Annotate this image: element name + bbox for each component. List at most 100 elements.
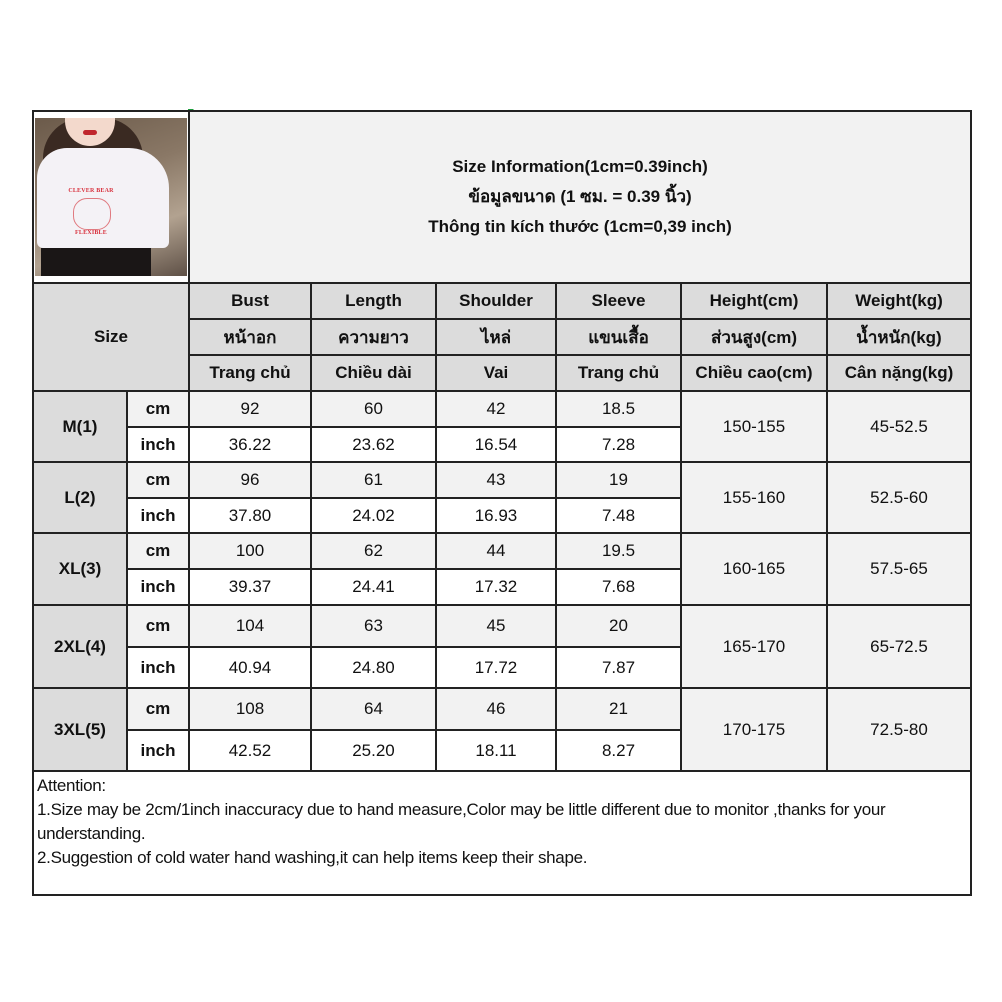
measurement-inch: 24.02 <box>310 497 437 534</box>
measurement-cm: 62 <box>310 532 437 570</box>
measurement-inch: 16.54 <box>435 426 557 463</box>
col-shoulder-en: Shoulder <box>435 282 557 320</box>
measurement-cm: 43 <box>435 461 557 499</box>
measurement-inch: 37.80 <box>188 497 312 534</box>
col-weight-th: น้ำหนัก(kg) <box>826 318 972 356</box>
col-weight-en: Weight(kg) <box>826 282 972 320</box>
measurement-cm: 20 <box>555 604 682 648</box>
col-shoulder-vi: Vai <box>435 354 557 392</box>
size-row-inch: inch 36.22 23.62 16.54 7.28 <box>33 426 971 463</box>
measurement-inch: 8.27 <box>555 729 682 772</box>
col-bust-th: หน้าอก <box>188 318 312 356</box>
measurement-inch: 7.68 <box>555 568 682 606</box>
size-chart-table: CLEVER BEAR FLEXIBLE Size Information(1c… <box>32 110 972 896</box>
notes-heading: Attention: <box>37 776 106 795</box>
size-row-cm: XL(3) cm 100 62 44 19.5 160-165 57.5-65 <box>32 532 972 606</box>
size-label: 2XL(4) <box>32 604 128 689</box>
measurement-inch: 25.20 <box>310 729 437 772</box>
measurement-inch: 24.41 <box>310 568 437 606</box>
size-label: XL(3) <box>32 532 128 606</box>
measurement-cm: 96 <box>188 461 312 499</box>
unit-cm: cm <box>126 687 190 731</box>
measurement-inch: 17.72 <box>435 646 557 689</box>
size-row-cm: L(2) cm 96 61 43 19 155-160 52.5-60 <box>32 461 972 534</box>
size-row-inch: inch 39.37 24.41 17.32 7.68 <box>33 568 971 606</box>
note-item: 2.Suggestion of cold water hand washing,… <box>37 848 588 867</box>
measurement-cm: 60 <box>310 390 437 428</box>
height-range: 170-175 <box>680 687 828 772</box>
height-range: 165-170 <box>680 604 828 689</box>
measurement-cm: 21 <box>555 687 682 731</box>
col-bust-vi: Trang chủ <box>188 354 312 392</box>
col-sleeve-vi: Trang chủ <box>555 354 682 392</box>
measurement-inch: 40.94 <box>188 646 312 689</box>
height-range: 155-160 <box>680 461 828 534</box>
measurement-inch: 7.28 <box>555 426 682 463</box>
col-length-th: ความยาว <box>310 318 437 356</box>
shirt-print-graphic <box>73 198 111 230</box>
measurement-cm: 63 <box>310 604 437 648</box>
size-row-cm: 3XL(5) cm 108 64 46 21 170-175 72.5-80 <box>32 687 972 772</box>
size-row-inch: inch 42.52 25.20 18.11 8.27 <box>33 729 971 772</box>
title-vietnamese: Thông tin kích thước (1cm=0,39 inch) <box>428 217 732 236</box>
measurement-cm: 46 <box>435 687 557 731</box>
measurement-cm: 42 <box>435 390 557 428</box>
size-row-inch: inch 40.94 24.80 17.72 7.87 <box>33 646 971 689</box>
size-label: L(2) <box>32 461 128 534</box>
col-weight-vi: Cân nặng(kg) <box>826 354 972 392</box>
weight-range: 72.5-80 <box>826 687 972 772</box>
unit-inch: inch <box>126 729 190 772</box>
product-photo-cell: CLEVER BEAR FLEXIBLE <box>32 110 190 284</box>
measurement-cm: 18.5 <box>555 390 682 428</box>
unit-inch: inch <box>126 426 190 463</box>
unit-inch: inch <box>126 568 190 606</box>
measurement-cm: 100 <box>188 532 312 570</box>
size-row-cm: M(1) cm 92 60 42 18.5 150-155 45-52.5 <box>32 390 972 463</box>
col-bust-en: Bust <box>188 282 312 320</box>
measurement-inch: 18.11 <box>435 729 557 772</box>
measurement-inch: 7.48 <box>555 497 682 534</box>
size-header: Size <box>32 282 190 392</box>
size-label: M(1) <box>32 390 128 463</box>
measurement-inch: 7.87 <box>555 646 682 689</box>
col-sleeve-th: แขนเสื้อ <box>555 318 682 356</box>
measurement-cm: 61 <box>310 461 437 499</box>
measurement-inch: 16.93 <box>435 497 557 534</box>
col-height-vi: Chiều cao(cm) <box>680 354 828 392</box>
weight-range: 65-72.5 <box>826 604 972 689</box>
measurement-inch: 23.62 <box>310 426 437 463</box>
col-shoulder-th: ไหล่ <box>435 318 557 356</box>
weight-range: 57.5-65 <box>826 532 972 606</box>
unit-inch: inch <box>126 497 190 534</box>
height-range: 150-155 <box>680 390 828 463</box>
size-row-inch: inch 37.80 24.02 16.93 7.48 <box>33 497 971 534</box>
note-item: 1.Size may be 2cm/1inch inaccuracy due t… <box>37 800 886 843</box>
size-row-cm: 2XL(4) cm 104 63 45 20 165-170 65-72.5 <box>32 604 972 689</box>
product-photo: CLEVER BEAR FLEXIBLE <box>35 118 187 276</box>
measurement-cm: 104 <box>188 604 312 648</box>
size-label: 3XL(5) <box>32 687 128 772</box>
col-sleeve-en: Sleeve <box>555 282 682 320</box>
col-height-en: Height(cm) <box>680 282 828 320</box>
weight-range: 45-52.5 <box>826 390 972 463</box>
measurement-cm: 44 <box>435 532 557 570</box>
measurement-cm: 108 <box>188 687 312 731</box>
shirt-print-text-bottom: FLEXIBLE <box>75 230 107 236</box>
unit-cm: cm <box>126 461 190 499</box>
unit-cm: cm <box>126 532 190 570</box>
weight-range: 52.5-60 <box>826 461 972 534</box>
measurement-inch: 42.52 <box>188 729 312 772</box>
measurement-cm: 64 <box>310 687 437 731</box>
measurement-cm: 19.5 <box>555 532 682 570</box>
attention-notes: Attention: 1.Size may be 2cm/1inch inacc… <box>32 770 972 896</box>
col-height-th: ส่วนสูง(cm) <box>680 318 828 356</box>
unit-cm: cm <box>126 390 190 428</box>
unit-inch: inch <box>126 646 190 689</box>
unit-cm: cm <box>126 604 190 648</box>
measurement-inch: 39.37 <box>188 568 312 606</box>
measurement-inch: 24.80 <box>310 646 437 689</box>
title-english: Size Information(1cm=0.39inch) <box>452 157 708 176</box>
col-length-en: Length <box>310 282 437 320</box>
measurement-cm: 92 <box>188 390 312 428</box>
size-info-title: Size Information(1cm=0.39inch) ข้อมูลขนา… <box>188 110 972 284</box>
